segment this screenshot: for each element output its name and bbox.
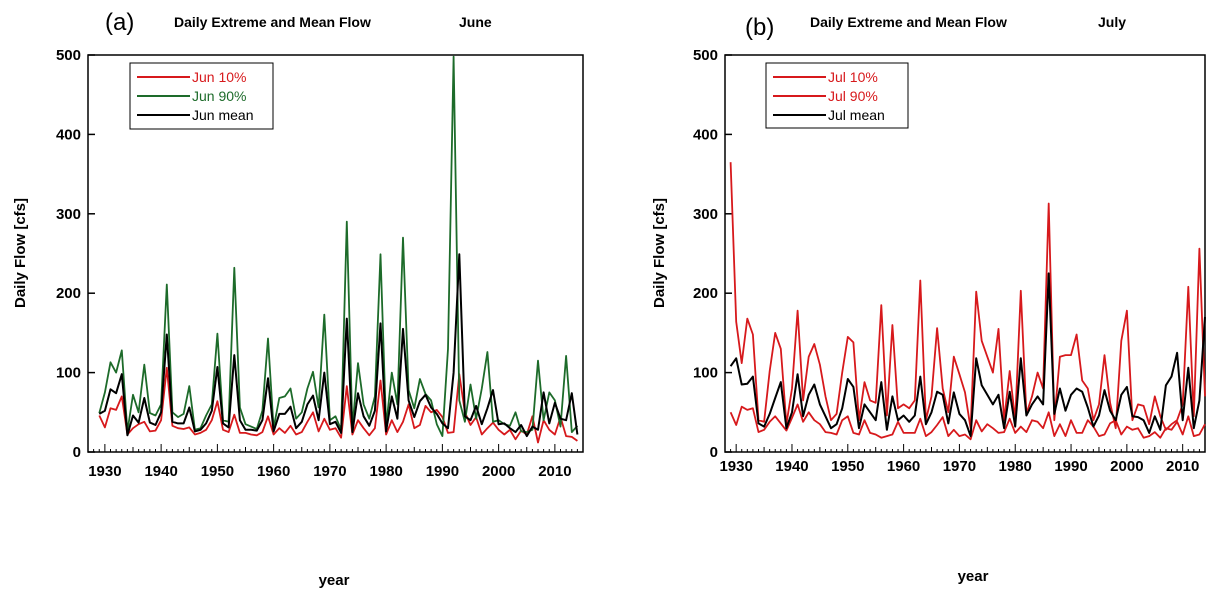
series-line-jun-10- <box>98 366 578 444</box>
x-tick-label: 1930 <box>88 463 121 480</box>
x-tick-label: 1990 <box>1054 458 1087 475</box>
series-line-jul-10- <box>729 403 1206 441</box>
y-axis: 0 100 200 300 400 500 <box>56 47 95 461</box>
y-tick-label: 300 <box>56 206 81 223</box>
y-tick-label: 200 <box>56 285 81 302</box>
y-axis-label: Daily Flow [cfs] <box>651 198 668 308</box>
x-tick-label: 1990 <box>426 463 459 480</box>
x-tick-label: 2000 <box>1110 458 1143 475</box>
x-tick-label: 1930 <box>719 458 752 475</box>
chart-title: Daily Extreme and Mean Flow <box>174 14 371 30</box>
x-axis-label: year <box>958 568 989 585</box>
x-tick-label: 2010 <box>1166 458 1199 475</box>
legend-label: Jun 90% <box>192 88 246 104</box>
x-tick-label: 1970 <box>313 463 346 480</box>
legend-label: Jul 90% <box>828 88 878 104</box>
x-tick-label: 2000 <box>482 463 515 480</box>
panel-tag: (b) <box>745 14 774 41</box>
y-tick-label: 0 <box>73 444 81 461</box>
x-axis: 1930 1940 1950 1960 1970 1980 1990 2000 2010 <box>87 444 584 480</box>
y-axis: 0 100 200 300 400 500 <box>693 47 732 461</box>
panel-b: (b) Daily Extreme and Mean Flow July 0 10… <box>651 14 1206 585</box>
series-line-jun-mean <box>98 253 579 438</box>
y-tick-label: 500 <box>56 47 81 64</box>
x-tick-label: 2010 <box>538 463 571 480</box>
x-tick-label: 1980 <box>369 463 402 480</box>
x-axis: 1930 1940 1950 1960 1970 1980 1990 2000 2010 <box>719 444 1206 475</box>
chart-subtitle: July <box>1098 14 1126 30</box>
x-tick-label: 1950 <box>201 463 234 480</box>
chart-title: Daily Extreme and Mean Flow <box>810 14 1007 30</box>
legend: Jun 10% Jun 90% Jun mean <box>129 62 274 130</box>
panel-a: (a) Daily Extreme and Mean Flow June 0 10… <box>12 9 584 589</box>
chart-subtitle: June <box>459 14 492 30</box>
series-line-jul-mean <box>729 272 1206 438</box>
panel-tag: (a) <box>105 9 134 36</box>
legend-box <box>129 62 274 130</box>
y-tick-label: 400 <box>693 126 718 143</box>
y-tick-label: 500 <box>693 47 718 64</box>
y-tick-label: 300 <box>693 206 718 223</box>
y-tick-label: 0 <box>710 444 718 461</box>
x-tick-label: 1950 <box>831 458 864 475</box>
x-tick-label: 1980 <box>999 458 1032 475</box>
series-line-jul-90- <box>729 162 1206 431</box>
x-tick-label: 1940 <box>144 463 177 480</box>
y-tick-label: 200 <box>693 285 718 302</box>
legend-label: Jul mean <box>828 107 885 123</box>
x-tick-label: 1970 <box>943 458 976 475</box>
y-axis-label: Daily Flow [cfs] <box>12 198 29 308</box>
x-tick-label: 1960 <box>887 458 920 475</box>
legend-label: Jul 10% <box>828 69 878 85</box>
y-tick-label: 100 <box>693 365 718 382</box>
y-tick-label: 400 <box>56 126 81 143</box>
legend: Jul 10% Jul 90% Jul mean <box>765 62 909 129</box>
x-tick-label: 1960 <box>257 463 290 480</box>
series-lines <box>98 55 579 444</box>
legend-label: Jun mean <box>192 107 253 123</box>
series-lines <box>729 162 1206 441</box>
x-axis-label: year <box>319 572 350 589</box>
y-tick-label: 100 <box>56 365 81 382</box>
legend-label: Jun 10% <box>192 69 246 85</box>
x-tick-label: 1940 <box>775 458 808 475</box>
